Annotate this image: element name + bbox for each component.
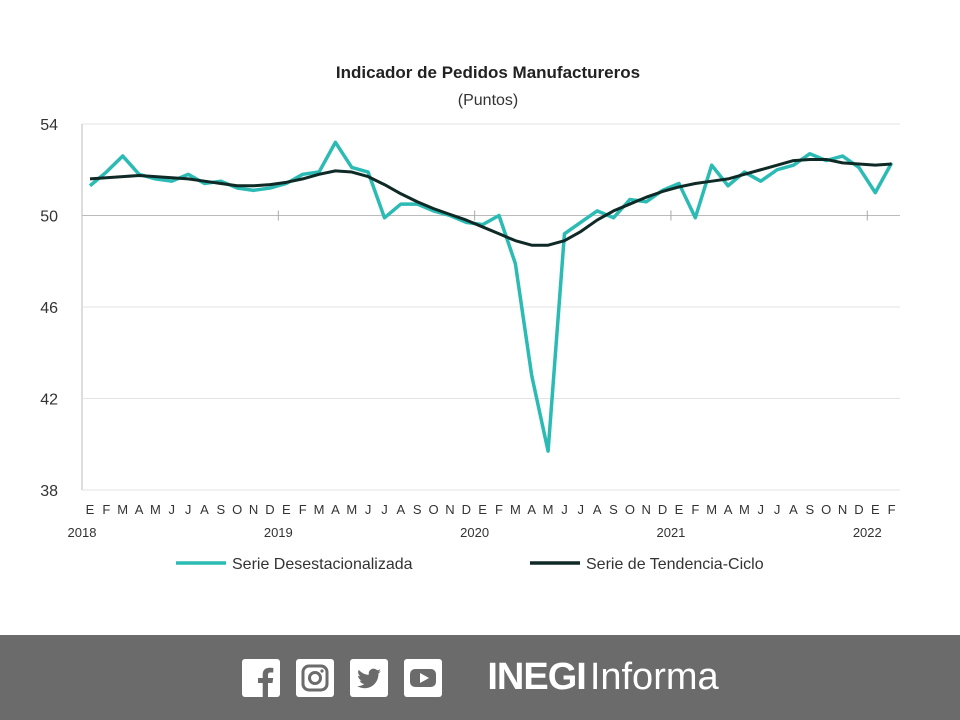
x-tick-label: J	[169, 502, 176, 517]
x-tick-label: M	[706, 502, 717, 517]
twitter-icon[interactable]	[349, 658, 389, 698]
x-tick-label: E	[675, 502, 684, 517]
x-tick-label: A	[789, 502, 798, 517]
x-tick-label: M	[150, 502, 161, 517]
x-tick-label: F	[691, 502, 699, 517]
x-tick-label: A	[200, 502, 209, 517]
x-tick-label: E	[282, 502, 291, 517]
x-tick-label: S	[217, 502, 226, 517]
x-tick-label: S	[413, 502, 422, 517]
y-tick-label: 50	[40, 209, 58, 226]
year-label: 2018	[68, 525, 97, 540]
x-tick-label: N	[642, 502, 651, 517]
x-tick-label: M	[314, 502, 325, 517]
year-label: 2022	[853, 525, 882, 540]
x-tick-label: F	[299, 502, 307, 517]
youtube-icon[interactable]	[403, 658, 443, 698]
x-tick-label: J	[561, 502, 568, 517]
year-label: 2021	[656, 525, 685, 540]
x-tick-label: M	[117, 502, 128, 517]
chart-title: Indicador de Pedidos Manufactureros	[335, 63, 641, 82]
brand-light: Informa	[589, 656, 719, 698]
x-tick-label: D	[658, 502, 667, 517]
instagram-icon[interactable]	[295, 658, 335, 698]
x-tick-label: J	[185, 502, 192, 517]
legend-label: Serie de Tendencia-Ciclo	[586, 556, 764, 573]
x-tick-label: J	[365, 502, 372, 517]
x-tick-label: D	[854, 502, 863, 517]
series-line-desestacionalizada	[88, 140, 894, 453]
footer-bar: INEGI Informa	[0, 635, 960, 720]
x-tick-label: F	[888, 502, 896, 517]
x-tick-label: E	[871, 502, 880, 517]
x-tick-label: N	[838, 502, 847, 517]
x-tick-label: D	[265, 502, 274, 517]
x-tick-label: A	[397, 502, 406, 517]
y-tick-label: 46	[40, 300, 58, 317]
x-tick-label: J	[578, 502, 585, 517]
x-tick-label: N	[249, 502, 258, 517]
x-tick-label: A	[135, 502, 144, 517]
year-label: 2020	[460, 525, 489, 540]
x-tick-label: S	[806, 502, 815, 517]
x-tick-label: J	[774, 502, 781, 517]
x-tick-label: O	[821, 502, 831, 517]
inegi-informa-logo: INEGI Informa	[487, 656, 718, 699]
x-tick-label: E	[86, 502, 95, 517]
x-tick-label: J	[758, 502, 765, 517]
x-tick-label: J	[381, 502, 388, 517]
x-tick-label: O	[625, 502, 635, 517]
x-tick-label: F	[495, 502, 503, 517]
chart-subtitle: (Puntos)	[457, 92, 519, 109]
x-tick-label: E	[478, 502, 487, 517]
x-tick-label: A	[527, 502, 536, 517]
x-tick-label: M	[510, 502, 521, 517]
x-tick-label: M	[346, 502, 357, 517]
x-tick-label: F	[102, 502, 110, 517]
x-tick-label: O	[428, 502, 438, 517]
x-tick-label: A	[724, 502, 733, 517]
brand-bold: INEGI	[487, 656, 586, 698]
year-label: 2019	[264, 525, 293, 540]
y-tick-label: 42	[40, 392, 58, 409]
y-tick-label: 54	[40, 117, 58, 134]
x-tick-label: M	[543, 502, 554, 517]
y-tick-label: 38	[40, 483, 58, 500]
facebook-icon[interactable]	[241, 658, 281, 698]
x-tick-label: O	[232, 502, 242, 517]
x-tick-label: M	[739, 502, 750, 517]
x-tick-label: D	[462, 502, 471, 517]
legend-label: Serie Desestacionalizada	[232, 556, 413, 573]
x-tick-label: A	[593, 502, 602, 517]
series-line-tendencia-ciclo	[89, 157, 892, 247]
x-tick-label: N	[445, 502, 454, 517]
x-tick-label: S	[609, 502, 618, 517]
x-tick-label: A	[331, 502, 340, 517]
